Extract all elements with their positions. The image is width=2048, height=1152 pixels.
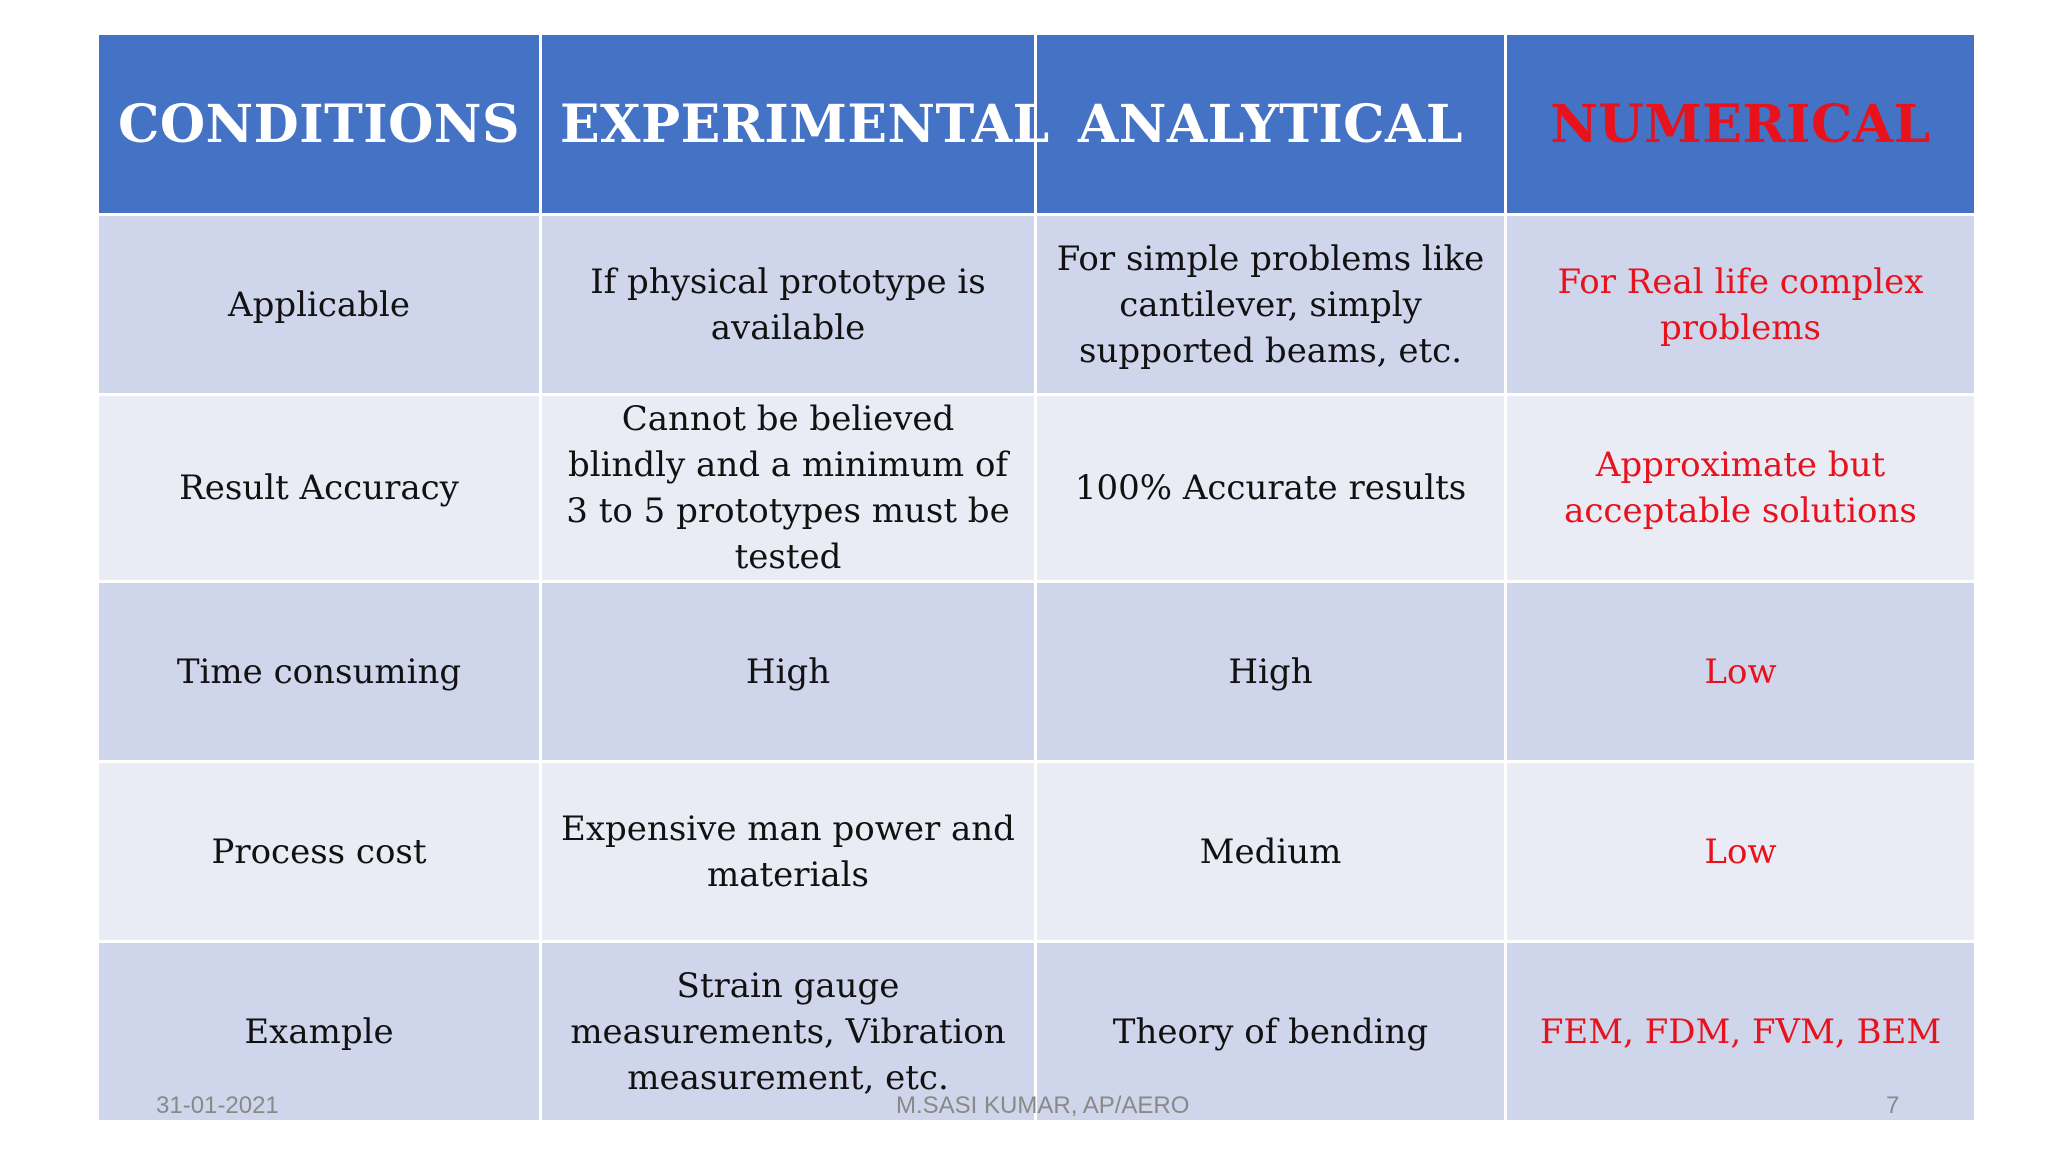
- footer-page-number: 7: [1886, 1092, 1900, 1119]
- analytical-cell: High: [1034, 580, 1507, 763]
- numerical-cell: Approximate but acceptable solutions: [1504, 393, 1977, 583]
- experimental-cell: Expensive man power and materials: [539, 760, 1037, 943]
- numerical-cell: Low: [1504, 580, 1977, 763]
- table-row: Time consuming High High Low: [96, 580, 1977, 763]
- row-condition-cell: Process cost: [96, 760, 542, 943]
- header-analytical: ANALYTICAL: [1034, 32, 1507, 216]
- analytical-cell: Medium: [1034, 760, 1507, 943]
- analytical-cell: Theory of bending: [1034, 940, 1507, 1123]
- header-conditions: CONDITIONS: [96, 32, 542, 216]
- table-row: Applicable If physical prototype is avai…: [96, 213, 1977, 396]
- comparison-table: CONDITIONS EXPERIMENTAL ANALYTICAL NUMER…: [96, 32, 1977, 1123]
- numerical-cell: For Real life complex problems: [1504, 213, 1977, 396]
- footer-author: M.SASI KUMAR, AP/AERO: [896, 1092, 1190, 1119]
- header-experimental: EXPERIMENTAL: [539, 32, 1049, 216]
- analytical-cell: 100% Accurate results: [1034, 393, 1507, 583]
- row-condition-cell: Result Accuracy: [96, 393, 542, 583]
- row-condition-cell: Time consuming: [96, 580, 542, 763]
- numerical-cell: Low: [1504, 760, 1977, 943]
- experimental-cell: Cannot be believed blindly and a minimum…: [539, 393, 1037, 583]
- row-condition-cell: Example: [96, 940, 542, 1123]
- experimental-cell: Strain gauge measurements, Vibration mea…: [539, 940, 1037, 1123]
- experimental-cell: If physical prototype is available: [539, 213, 1037, 396]
- experimental-cell: High: [539, 580, 1037, 763]
- analytical-cell: For simple problems like cantilever, sim…: [1034, 213, 1507, 396]
- row-condition-cell: Applicable: [96, 213, 542, 396]
- footer-date: 31-01-2021: [156, 1092, 279, 1119]
- table-row: Result Accuracy Cannot be believed blind…: [96, 393, 1977, 583]
- header-row: CONDITIONS EXPERIMENTAL ANALYTICAL NUMER…: [96, 32, 1977, 216]
- numerical-cell: FEM, FDM, FVM, BEM: [1504, 940, 1977, 1123]
- table-row: Example Strain gauge measurements, Vibra…: [96, 940, 1977, 1123]
- table-row: Process cost Expensive man power and mat…: [96, 760, 1977, 943]
- header-numerical: NUMERICAL: [1504, 32, 1977, 216]
